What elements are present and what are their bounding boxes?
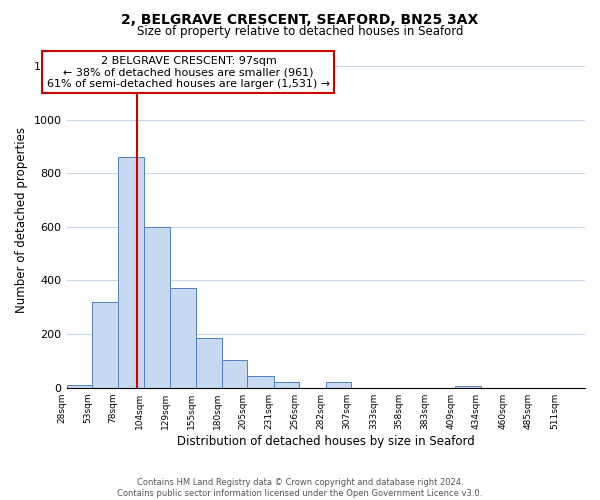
Bar [274,382,299,388]
Bar [170,288,196,388]
Text: 2, BELGRAVE CRESCENT, SEAFORD, BN25 3AX: 2, BELGRAVE CRESCENT, SEAFORD, BN25 3AX [121,12,479,26]
Text: Size of property relative to detached houses in Seaford: Size of property relative to detached ho… [137,25,463,38]
Bar [118,157,144,388]
Bar [67,385,92,388]
Text: Contains HM Land Registry data © Crown copyright and database right 2024.
Contai: Contains HM Land Registry data © Crown c… [118,478,482,498]
Bar [247,376,274,388]
Text: 2 BELGRAVE CRESCENT: 97sqm
← 38% of detached houses are smaller (961)
61% of sem: 2 BELGRAVE CRESCENT: 97sqm ← 38% of deta… [47,56,330,89]
Bar [196,338,221,388]
Bar [455,386,481,388]
Bar [92,302,118,388]
Y-axis label: Number of detached properties: Number of detached properties [15,127,28,313]
Bar [326,382,351,388]
Bar [221,360,247,388]
Bar [144,227,170,388]
X-axis label: Distribution of detached houses by size in Seaford: Distribution of detached houses by size … [177,434,475,448]
